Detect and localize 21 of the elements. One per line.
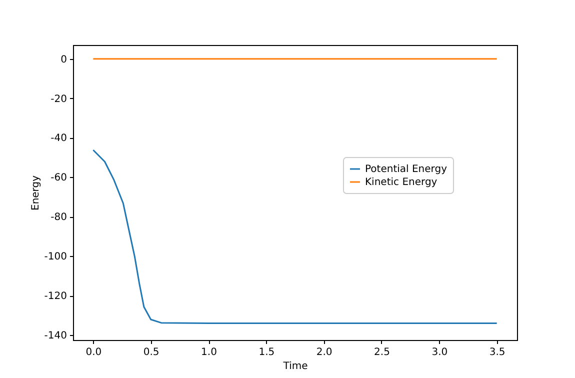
legend-label: Kinetic Energy [365,177,438,188]
x-tick-label: 1.0 [201,347,217,358]
y-tick-label: -100 [44,252,67,263]
x-tick-label: 3.5 [489,347,506,358]
x-tick-label: 2.5 [374,347,390,358]
legend-label: Potential Energy [365,164,448,175]
line-series [92,149,498,324]
y-tick-label: -40 [50,133,67,144]
x-tick-label: 2.0 [316,347,332,358]
x-tick-label: 0.0 [86,347,102,358]
y-tick-label: -80 [50,212,67,224]
x-tick-label: 0.5 [143,347,160,358]
y-tick-label: -140 [44,330,67,342]
y-tick-label: -60 [50,172,67,184]
x-tick-label: 1.5 [258,347,275,358]
x-tick-label: 3.0 [432,347,448,358]
y-tick-label: 0 [60,54,67,66]
y-axis-title: Energy [30,175,42,211]
y-tick-label: -20 [50,94,67,105]
x-axis-title: Time [282,361,308,372]
y-tick-label: -120 [44,291,67,302]
